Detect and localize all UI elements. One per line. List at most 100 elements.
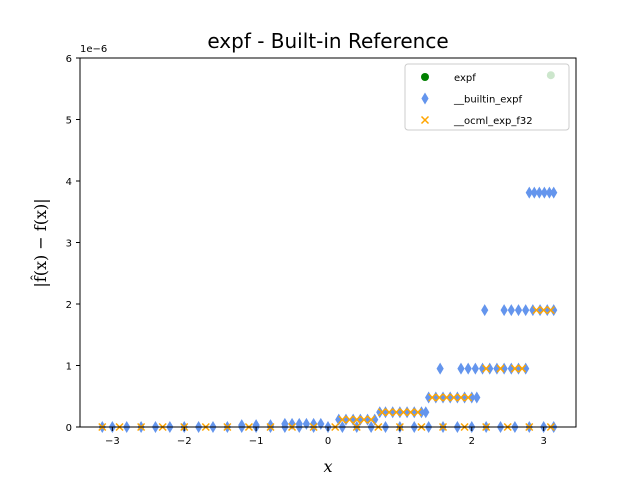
data-point (457, 362, 465, 375)
legend-marker (421, 73, 429, 81)
data-point (449, 393, 458, 402)
data-point (500, 304, 508, 317)
legend-marker (420, 115, 430, 125)
y-axis-label: |f̂(x) − f(x)| (31, 198, 50, 287)
legend-entry: __ocml_exp_f32 (453, 116, 533, 127)
y-tick-label: 4 (66, 177, 72, 188)
y-tick-label: 5 (66, 116, 72, 127)
data-point (536, 304, 544, 317)
data-point (406, 408, 415, 417)
data-point (550, 304, 558, 317)
data-point (436, 362, 444, 375)
x-tick-label: −1 (249, 436, 264, 447)
data-point (500, 362, 508, 375)
data-point (543, 304, 551, 317)
x-tick-label: 3 (540, 436, 546, 447)
data-point (422, 406, 430, 419)
data-point (514, 362, 523, 375)
data-point (377, 408, 386, 417)
data-point (428, 393, 437, 402)
data-point (371, 413, 379, 426)
y-tick-label: 0 (66, 423, 72, 434)
y-scale-label: 1e−6 (80, 44, 107, 55)
data-point (550, 186, 558, 199)
y-axis: 0 1 2 3 4 5 6 (66, 54, 80, 434)
data-point (496, 364, 505, 373)
legend-entry: expf (454, 73, 476, 84)
data-point (335, 413, 343, 426)
y-tick-label: 2 (66, 300, 72, 311)
data-point (481, 304, 489, 317)
data-point (432, 391, 440, 404)
data-point (439, 391, 447, 404)
data-point (356, 413, 364, 426)
data-point (460, 391, 469, 404)
data-point (493, 362, 501, 375)
data-point (342, 413, 350, 426)
x-tick-label: 0 (325, 436, 331, 447)
legend: expf __builtin_expf __ocml_exp_f32 (404, 63, 570, 131)
data-point (532, 306, 541, 315)
x-tick-label: −2 (177, 436, 192, 447)
data-point (410, 406, 418, 419)
data-point (403, 406, 411, 419)
data-point (453, 391, 461, 404)
data-point (435, 393, 444, 402)
data-point (514, 304, 523, 317)
y-tick-label: 3 (66, 239, 72, 250)
data-point (546, 306, 555, 315)
data-point (545, 186, 554, 199)
data-point (529, 304, 537, 317)
data-point (425, 391, 433, 404)
x-tick-label: 1 (397, 436, 403, 447)
y-tick-label: 1 (66, 362, 72, 373)
data-point (473, 391, 481, 404)
data-point (507, 362, 515, 375)
data-point (468, 391, 476, 404)
data-point (399, 408, 408, 417)
data-point (464, 362, 472, 375)
x-axis-label: x (323, 457, 332, 476)
data-point (417, 406, 426, 419)
data-point (518, 364, 527, 373)
data-point (522, 304, 530, 317)
data-point (295, 417, 303, 430)
data-point (413, 408, 422, 417)
data-point (535, 186, 543, 199)
data-point (238, 419, 246, 432)
data-point (252, 419, 260, 432)
data-point (345, 415, 354, 424)
data-point (389, 406, 397, 419)
data-point (392, 408, 401, 417)
data-point (530, 186, 538, 199)
data-point (367, 415, 376, 424)
data-point (507, 304, 515, 317)
data-point (381, 406, 390, 419)
data-point (385, 408, 394, 417)
data-point (359, 415, 368, 424)
data-point (396, 406, 404, 419)
data-point (352, 415, 361, 424)
data-point (363, 413, 372, 426)
x-tick-label: −3 (105, 436, 120, 447)
x-axis: −3 −2 −1 0 1 2 3 (105, 427, 547, 447)
data-point (525, 186, 533, 199)
data-point (349, 413, 357, 426)
data-point (522, 362, 530, 375)
data-point (539, 306, 548, 315)
data-point (478, 362, 487, 375)
data-point (456, 393, 466, 402)
data-point (510, 364, 519, 373)
data-point (442, 393, 451, 402)
legend-marker (421, 92, 429, 105)
data-point (302, 417, 311, 430)
data-point (486, 362, 494, 375)
legend-entry: __builtin_expf (453, 95, 523, 106)
data-point (540, 186, 548, 199)
chart-title: expf - Built-in Reference (207, 29, 448, 53)
data-point (446, 391, 454, 404)
plot-marks (98, 71, 558, 433)
data-point (464, 393, 473, 402)
data-point (482, 364, 491, 373)
data-point (471, 362, 479, 375)
